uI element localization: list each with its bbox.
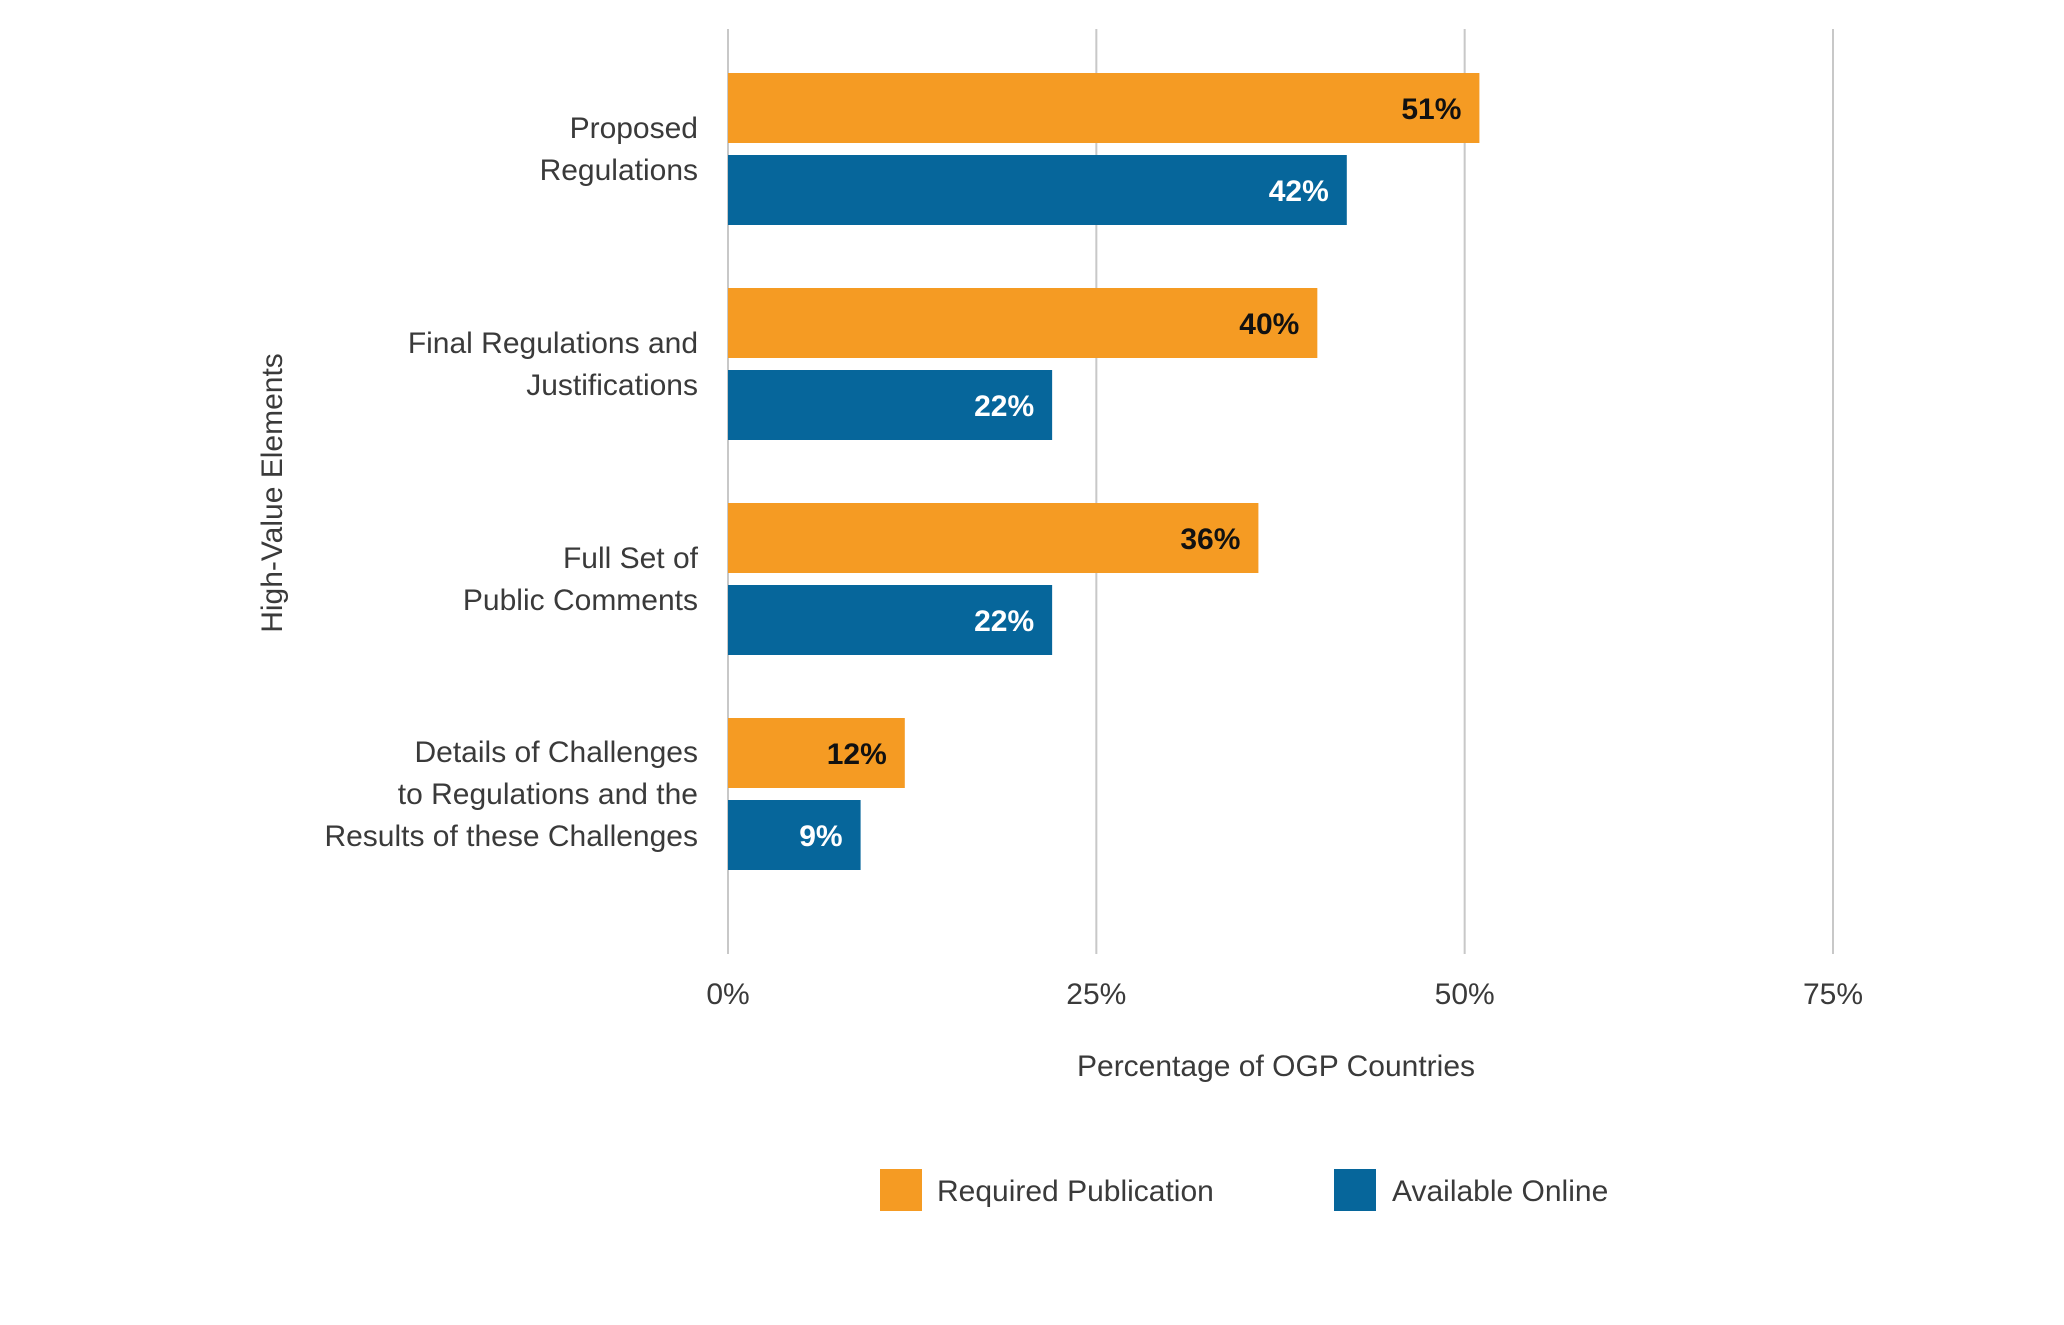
x-tick-label: 75% (1803, 978, 1863, 1011)
bars: 51% 42% 40% 22% 36% 22% 12% 9% (728, 73, 1480, 870)
bar-value-label: 22% (974, 390, 1034, 423)
x-tick-label: 0% (706, 978, 749, 1011)
bar-value-label: 12% (827, 738, 887, 771)
category-label: Full Set of Public Comments (463, 542, 699, 617)
x-tick-label: 25% (1066, 978, 1126, 1011)
bar-required-publication (728, 73, 1480, 143)
legend-swatch (1334, 1169, 1376, 1211)
category-label-line: to Regulations and the (398, 778, 698, 811)
bar-required-publication (728, 503, 1259, 573)
bar-value-label: 42% (1269, 175, 1329, 208)
category-label-line: Final Regulations and (408, 327, 698, 360)
bar-value-label: 40% (1239, 308, 1299, 341)
category-label-line: Public Comments (463, 584, 698, 617)
category-label: Proposed Regulations (540, 112, 698, 187)
category-label-line: Results of these Challenges (324, 820, 698, 853)
category-label-line: Full Set of (563, 542, 699, 575)
bar-value-label: 9% (799, 820, 842, 853)
bar-available-online (728, 155, 1347, 225)
bar-required-publication (728, 288, 1318, 358)
bar-available-online (728, 585, 1053, 655)
x-axis-ticks: 0% 25% 50% 75% (706, 978, 1863, 1011)
category-label: Details of Challenges to Regulations and … (324, 736, 698, 853)
y-axis-title: High-Value Elements (256, 353, 289, 633)
category-label-line: Justifications (526, 369, 698, 402)
bar-required-publication (728, 718, 905, 788)
legend-label: Required Publication (937, 1175, 1214, 1208)
bar-available-online (728, 370, 1053, 440)
category-label-line: Regulations (540, 154, 698, 187)
category-label-line: Proposed (570, 112, 698, 145)
bar-value-label: 51% (1401, 93, 1461, 126)
y-axis-categories: Proposed Regulations Final Regulations and… (324, 112, 698, 853)
bar-value-label: 22% (974, 605, 1034, 638)
x-axis-title: Percentage of OGP Countries (1077, 1050, 1475, 1083)
x-tick-label: 50% (1435, 978, 1495, 1011)
legend: Required Publication Available Online (880, 1169, 1608, 1211)
legend-label: Available Online (1392, 1175, 1608, 1208)
legend-swatch (880, 1169, 922, 1211)
category-label: Final Regulations and Justifications (408, 327, 698, 402)
bar-value-label: 36% (1180, 523, 1240, 556)
category-label-line: Details of Challenges (415, 736, 699, 769)
bar-available-online (728, 800, 861, 870)
